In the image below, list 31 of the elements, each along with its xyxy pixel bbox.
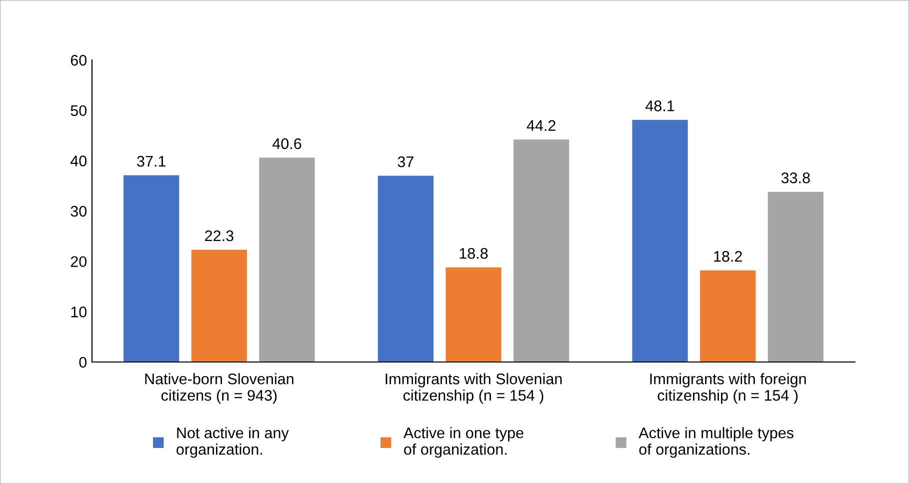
bar xyxy=(514,140,570,362)
data-label: 37.1 xyxy=(137,156,166,167)
y-tick-label: 50 xyxy=(70,105,87,116)
data-label: 18.2 xyxy=(714,251,742,262)
bar xyxy=(259,158,315,362)
x-tick-label: Immigrants with foreign citizenship (n = 154 ) xyxy=(650,373,806,404)
bar xyxy=(632,120,688,362)
bar xyxy=(700,270,756,362)
y-tick-label: 0 xyxy=(79,356,87,368)
y-tick-label: 30 xyxy=(70,206,87,217)
y-tick-label: 40 xyxy=(70,156,87,166)
data-label: 33.8 xyxy=(781,172,810,184)
x-tick-label: Immigrants with Slovenian citizenship (n = 154 ) xyxy=(386,373,562,404)
data-label: 40.6 xyxy=(272,138,302,150)
bar xyxy=(768,192,824,362)
legend-label: Active in multiple types of organizations. xyxy=(638,427,794,458)
y-tick-label: 60 xyxy=(70,54,87,66)
bar xyxy=(378,176,434,362)
data-label: 18.8 xyxy=(460,248,488,259)
y-tick-label: 10 xyxy=(71,306,87,318)
data-label: 22.3 xyxy=(205,230,234,242)
data-label: 48.1 xyxy=(645,100,674,112)
y-tick-label: 20 xyxy=(70,256,87,268)
bar xyxy=(446,267,502,362)
x-tick-label: Native-born Slovenian citizens (n = 943) xyxy=(145,373,294,404)
legend-label: Active in one type of organization. xyxy=(403,427,524,458)
bar xyxy=(124,175,180,362)
data-label: 37 xyxy=(398,156,414,168)
bar xyxy=(191,250,247,362)
legend-label: Not active in any organization. xyxy=(176,427,289,458)
data-label: 44.2 xyxy=(526,120,556,131)
